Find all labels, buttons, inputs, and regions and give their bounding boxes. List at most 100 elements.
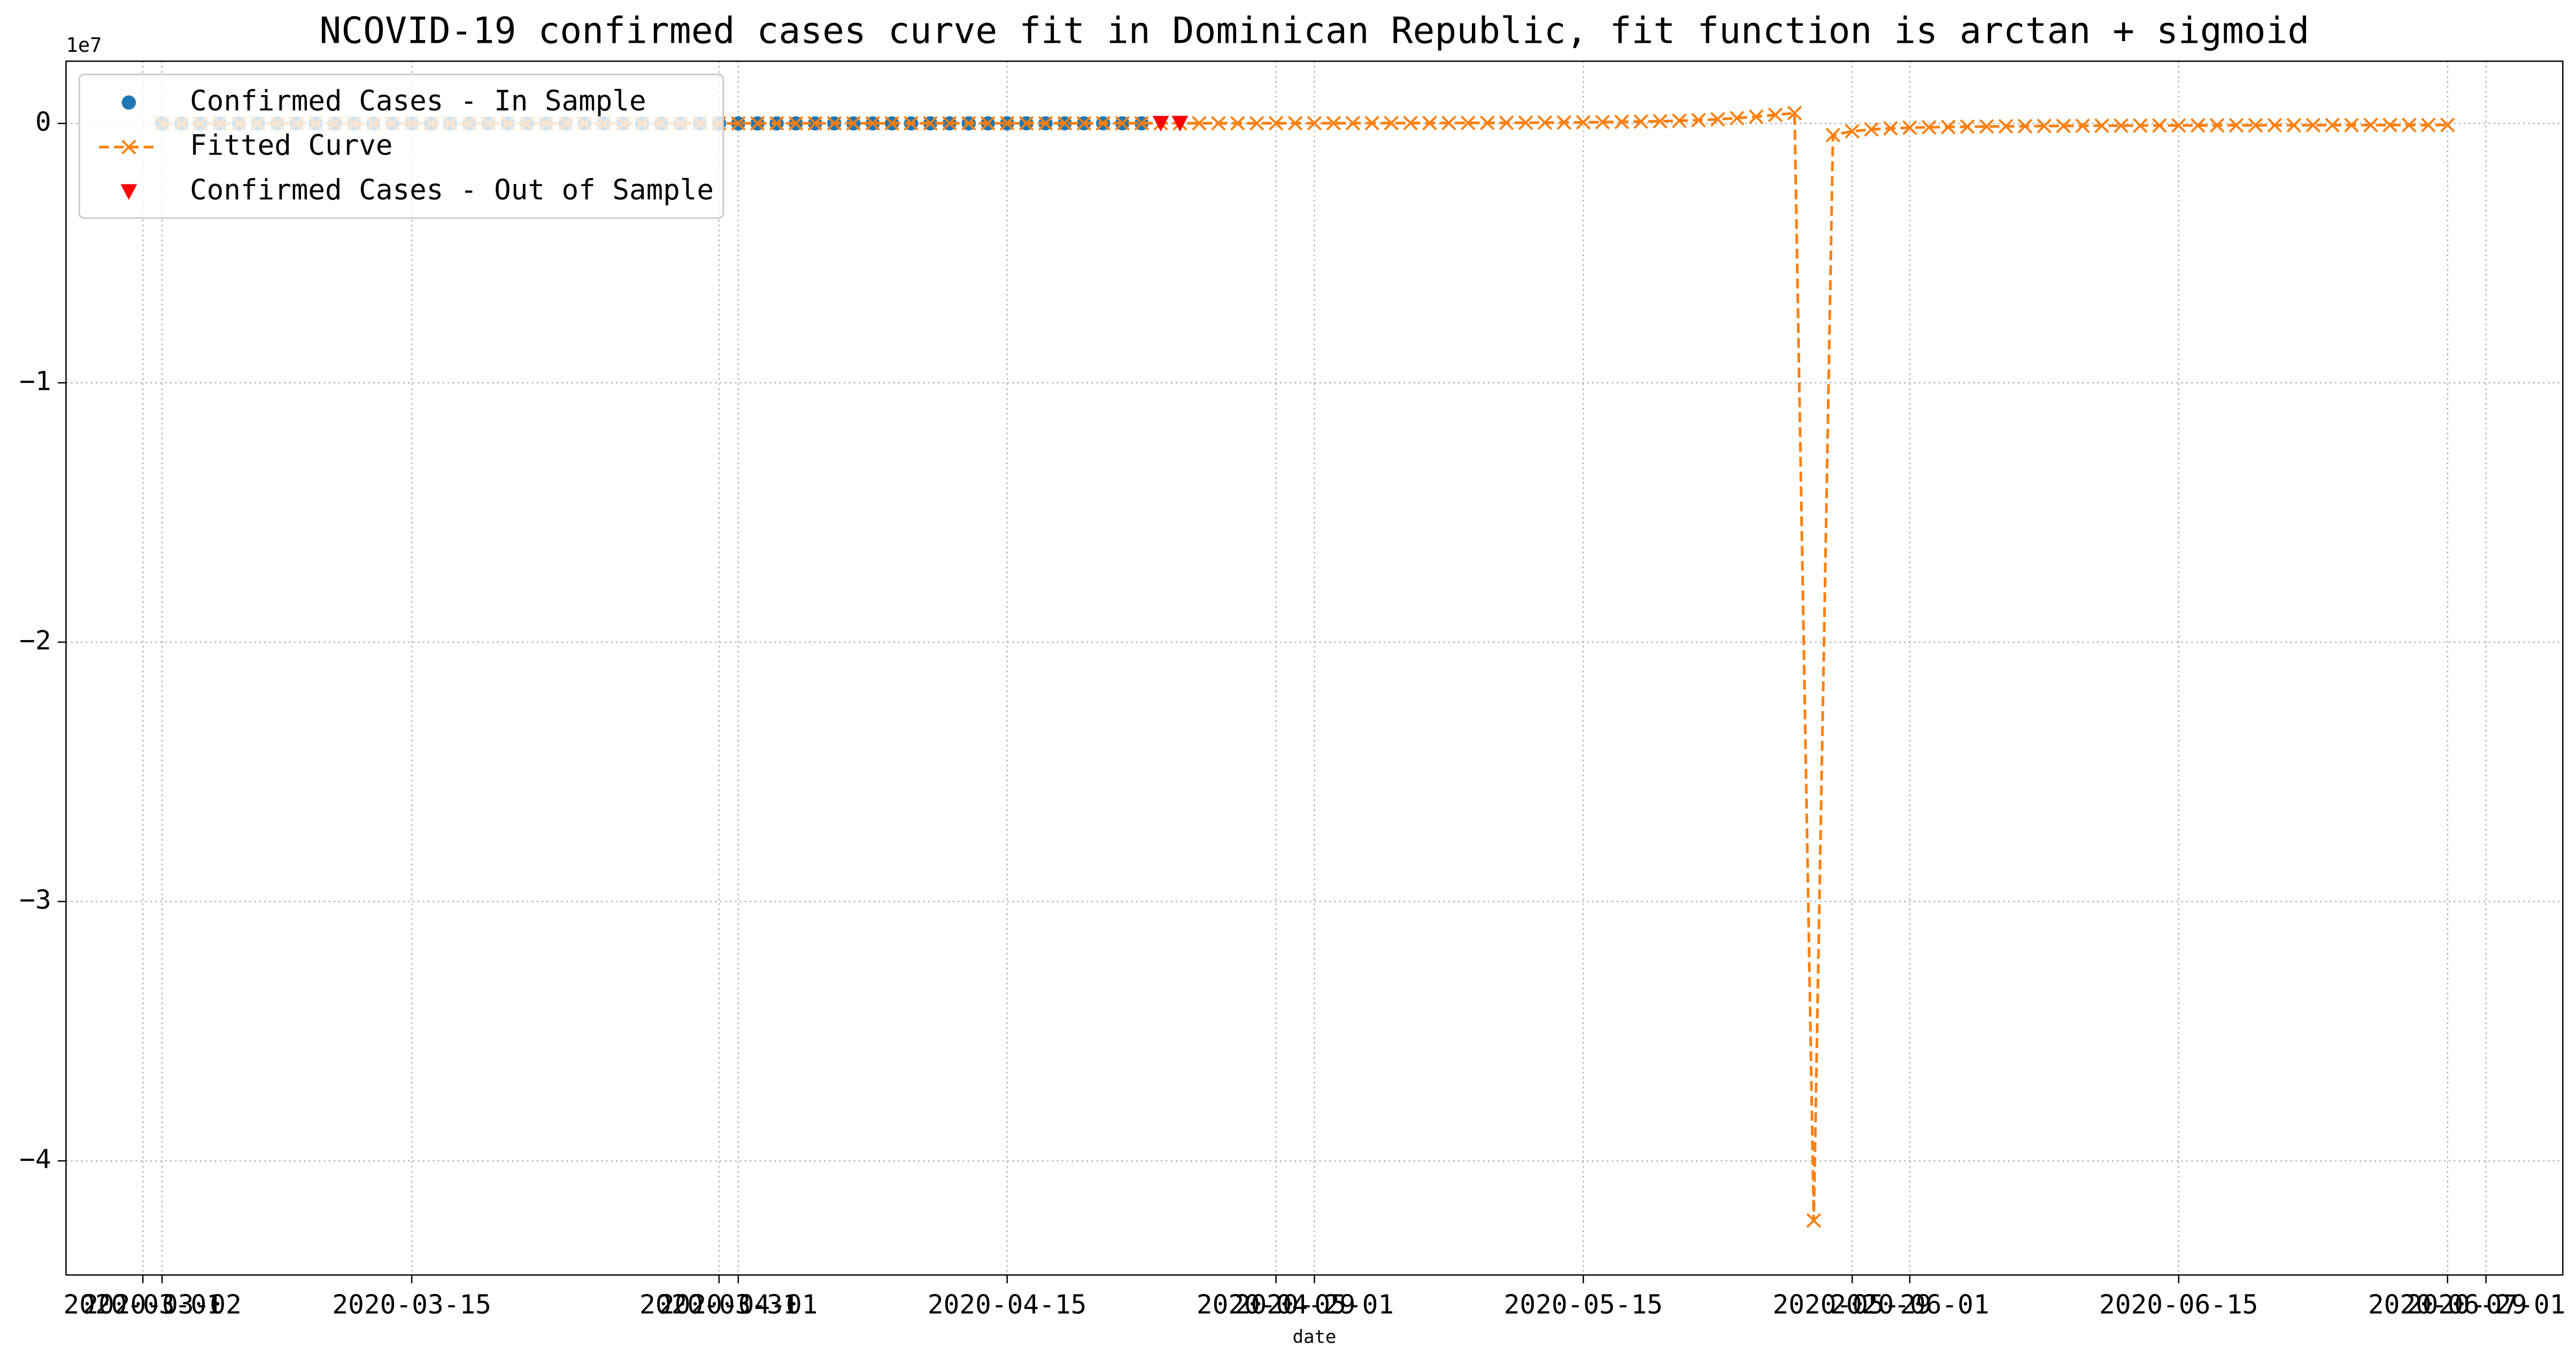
data-point xyxy=(2094,118,2109,133)
data-point xyxy=(2402,118,2417,133)
data-point xyxy=(1384,115,1399,131)
data-point xyxy=(1019,115,1034,131)
data-point xyxy=(2248,118,2263,133)
data-point xyxy=(1249,115,1264,131)
data-point xyxy=(1768,107,1783,122)
data-point xyxy=(1960,119,1975,134)
data-point xyxy=(788,115,804,131)
x-tick-label: 2020-06-15 xyxy=(2099,1289,2258,1320)
data-point xyxy=(1825,127,1841,143)
data-point xyxy=(2344,118,2359,133)
data-point xyxy=(1979,119,1994,134)
legend-box xyxy=(78,73,724,219)
data-point xyxy=(731,115,746,131)
data-point xyxy=(2325,118,2340,133)
data-point xyxy=(1499,115,1514,130)
data-point xyxy=(1096,115,1111,131)
data-point xyxy=(827,115,842,131)
data-point xyxy=(1845,124,1860,139)
data-point xyxy=(980,115,996,131)
data-point xyxy=(846,115,861,131)
data-point xyxy=(1403,115,1418,130)
data-point xyxy=(1729,111,1745,126)
data-point xyxy=(1268,115,1284,131)
data-point xyxy=(2133,118,2148,133)
data-point xyxy=(1576,114,1591,130)
data-point xyxy=(2267,118,2282,133)
data-point xyxy=(1422,115,1437,130)
data-point xyxy=(1748,109,1764,125)
data-point xyxy=(1345,115,1361,131)
data-point xyxy=(2228,118,2244,133)
legend-marker xyxy=(121,95,136,110)
data-point xyxy=(1941,119,1956,135)
data-point xyxy=(2037,118,2052,134)
data-point xyxy=(1441,115,1456,130)
data-point xyxy=(1134,115,1149,131)
data-point xyxy=(884,115,899,131)
data-point xyxy=(807,115,823,131)
y-tick-label: −2 xyxy=(19,625,51,656)
data-point xyxy=(1556,115,1572,130)
data-point xyxy=(1211,115,1226,131)
data-point xyxy=(1864,122,1879,137)
data-point xyxy=(1595,114,1610,130)
data-point xyxy=(1307,115,1322,131)
x-tick-label: 2020-03-15 xyxy=(332,1289,491,1320)
legend-marker xyxy=(120,184,137,200)
y-tick-label: −4 xyxy=(19,1144,51,1175)
data-point xyxy=(1998,119,2014,134)
data-point xyxy=(1883,121,1898,136)
data-point xyxy=(923,115,938,131)
data-point xyxy=(865,115,881,131)
x-tick-label: 2020-05-29 xyxy=(1772,1289,1931,1320)
data-point xyxy=(2152,118,2167,133)
data-point xyxy=(942,115,957,131)
data-point xyxy=(1922,120,1937,135)
data-point xyxy=(1326,115,1341,131)
chart-title: NCOVID-19 confirmed cases curve fit in D… xyxy=(319,10,2309,52)
data-point xyxy=(2209,118,2225,133)
data-point xyxy=(2382,118,2397,133)
data-point xyxy=(1230,115,1245,131)
data-point xyxy=(1653,113,1668,129)
x-tick-label: 2020-07-01 xyxy=(2407,1289,2565,1320)
data-point xyxy=(1806,1213,1822,1228)
data-point xyxy=(961,115,976,131)
y-tick-label: 0 xyxy=(35,106,51,137)
x-tick-label: 2020-03-01 xyxy=(63,1289,222,1320)
y-offset-label: 1e7 xyxy=(66,34,102,57)
data-point xyxy=(2075,118,2091,134)
legend: Confirmed Cases - In Sample Fitted Curve C… xyxy=(78,73,724,219)
data-point xyxy=(1710,112,1725,127)
data-point xyxy=(1672,113,1687,128)
legend-label: Confirmed Cases - Out of Sample xyxy=(190,174,714,206)
x-tick-label: 2020-05-01 xyxy=(1235,1289,1394,1320)
data-point xyxy=(999,115,1015,131)
y-tick-label: −1 xyxy=(19,365,51,396)
data-point xyxy=(750,115,765,131)
data-point xyxy=(2440,117,2455,133)
data-point xyxy=(2056,118,2071,134)
data-point xyxy=(2363,118,2378,133)
legend-label: Confirmed Cases - In Sample xyxy=(190,84,646,117)
legend-label: Fitted Curve xyxy=(190,129,392,162)
x-tick-label: 2020-04-29 xyxy=(1197,1289,1355,1320)
data-point xyxy=(1287,115,1303,131)
y-tick-label: −3 xyxy=(19,884,51,915)
x-tick-label: 2020-03-31 xyxy=(639,1289,798,1320)
data-point xyxy=(2171,118,2186,133)
x-tick-label: 2020-04-15 xyxy=(928,1289,1086,1320)
data-point xyxy=(2114,118,2128,133)
data-point xyxy=(1787,105,1802,121)
data-point xyxy=(2305,118,2321,133)
x-tick-label: 2020-03-02 xyxy=(82,1289,241,1320)
data-point xyxy=(1115,115,1130,131)
data-point xyxy=(2421,118,2436,133)
data-point xyxy=(1479,115,1495,130)
data-point xyxy=(1171,115,1189,132)
data-point xyxy=(1518,115,1533,130)
x-tick-label: 2020-06-29 xyxy=(2368,1289,2527,1320)
